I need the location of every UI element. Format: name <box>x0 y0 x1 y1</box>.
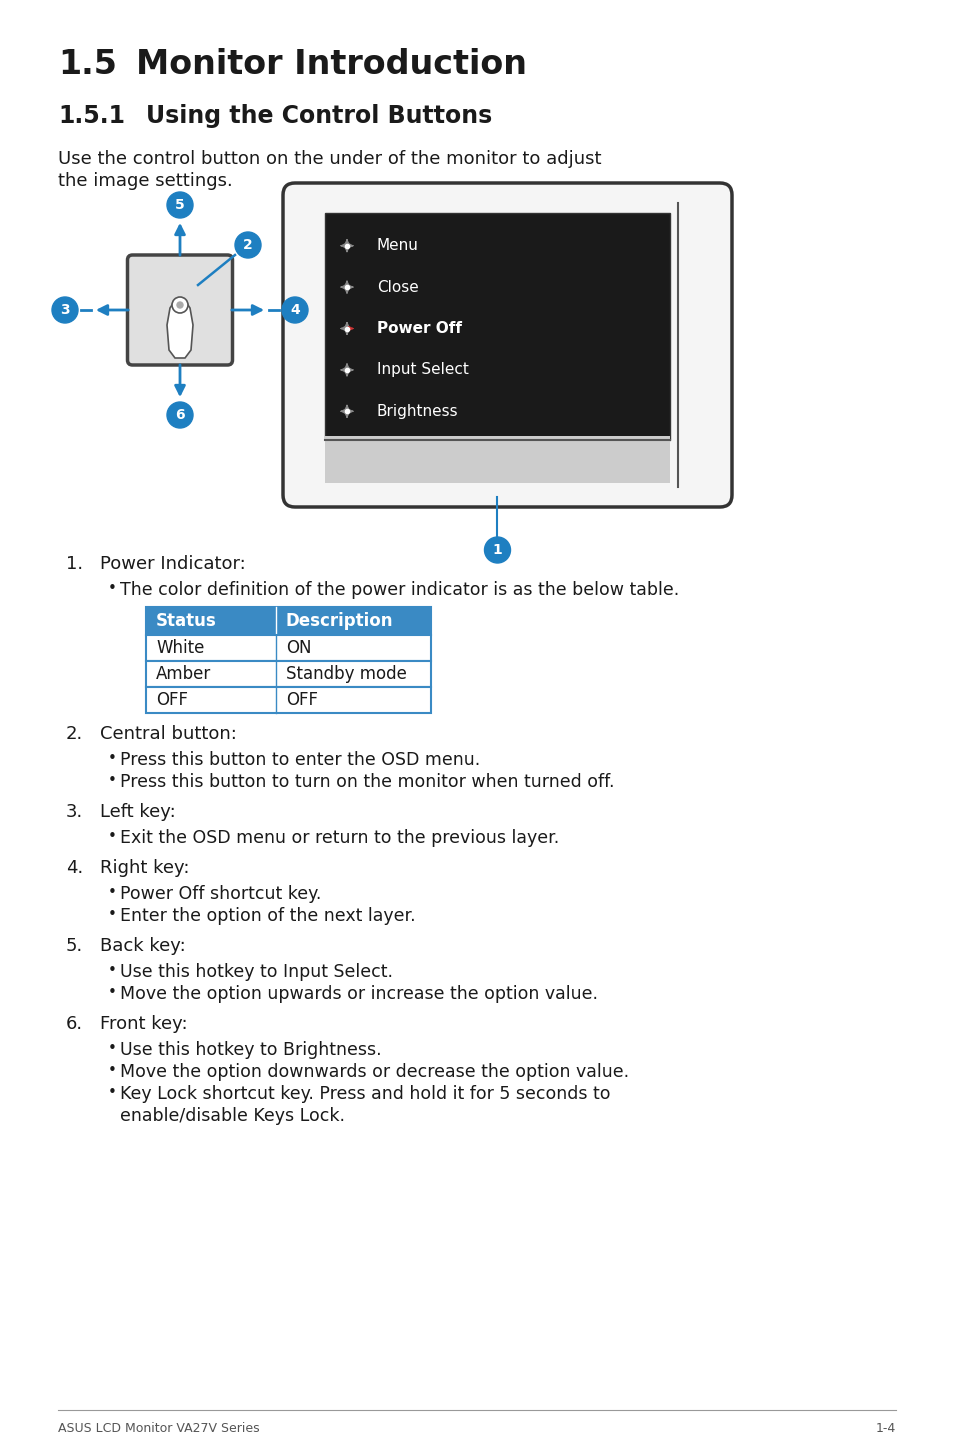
Text: Enter the option of the next layer.: Enter the option of the next layer. <box>120 907 416 925</box>
Text: OFF: OFF <box>286 692 317 709</box>
Text: 2.: 2. <box>66 725 83 743</box>
Text: Left key:: Left key: <box>100 802 175 821</box>
Text: •: • <box>108 884 117 900</box>
Text: •: • <box>108 1041 117 1055</box>
Text: 6.: 6. <box>66 1015 83 1032</box>
Text: Standby mode: Standby mode <box>286 664 406 683</box>
Text: 2: 2 <box>243 239 253 252</box>
Text: 1.: 1. <box>66 555 83 572</box>
Text: Input Select: Input Select <box>376 362 468 377</box>
Text: Monitor Introduction: Monitor Introduction <box>136 47 526 81</box>
Text: 4.: 4. <box>66 858 83 877</box>
Text: Move the option upwards or increase the option value.: Move the option upwards or increase the … <box>120 985 598 1002</box>
FancyBboxPatch shape <box>128 255 233 365</box>
Text: ASUS LCD Monitor VA27V Series: ASUS LCD Monitor VA27V Series <box>58 1422 259 1435</box>
Circle shape <box>172 298 188 313</box>
Text: White: White <box>156 638 204 657</box>
Bar <box>325 436 669 483</box>
Text: Power Off: Power Off <box>376 321 461 336</box>
Text: •: • <box>108 828 117 844</box>
Text: Use the control button on the under of the monitor to adjust: Use the control button on the under of t… <box>58 150 601 168</box>
Text: Power Off shortcut key.: Power Off shortcut key. <box>120 884 321 903</box>
Text: 3: 3 <box>60 303 70 316</box>
Text: ON: ON <box>286 638 312 657</box>
Text: Central button:: Central button: <box>100 725 236 743</box>
Text: •: • <box>108 963 117 978</box>
Text: •: • <box>108 581 117 595</box>
Bar <box>146 661 431 687</box>
Text: The color definition of the power indicator is as the below table.: The color definition of the power indica… <box>120 581 679 600</box>
Text: enable/disable Keys Lock.: enable/disable Keys Lock. <box>120 1107 345 1125</box>
Circle shape <box>52 298 78 324</box>
Text: Key Lock shortcut key. Press and hold it for 5 seconds to: Key Lock shortcut key. Press and hold it… <box>120 1086 610 1103</box>
Text: 1.5.1: 1.5.1 <box>58 104 125 128</box>
Text: Amber: Amber <box>156 664 211 683</box>
Text: Press this button to turn on the monitor when turned off.: Press this button to turn on the monitor… <box>120 774 614 791</box>
Text: Menu: Menu <box>376 239 418 253</box>
Bar <box>146 607 431 636</box>
Circle shape <box>234 232 261 257</box>
Text: 5.: 5. <box>66 938 83 955</box>
Text: Power Indicator:: Power Indicator: <box>100 555 246 572</box>
Polygon shape <box>167 302 193 358</box>
Text: •: • <box>108 1086 117 1100</box>
Text: 1: 1 <box>492 544 502 557</box>
Text: Description: Description <box>286 613 393 630</box>
Text: Press this button to enter the OSD menu.: Press this button to enter the OSD menu. <box>120 751 479 769</box>
Text: Exit the OSD menu or return to the previous layer.: Exit the OSD menu or return to the previ… <box>120 828 558 847</box>
Circle shape <box>484 536 510 564</box>
Text: 4: 4 <box>290 303 299 316</box>
Text: Move the option downwards or decrease the option value.: Move the option downwards or decrease th… <box>120 1063 628 1081</box>
Text: Close: Close <box>376 279 418 295</box>
FancyBboxPatch shape <box>283 183 731 508</box>
Text: •: • <box>108 907 117 922</box>
Text: Front key:: Front key: <box>100 1015 188 1032</box>
Bar <box>146 636 431 661</box>
Text: 1-4: 1-4 <box>875 1422 895 1435</box>
Text: Using the Control Buttons: Using the Control Buttons <box>146 104 492 128</box>
Text: •: • <box>108 751 117 766</box>
Text: 3.: 3. <box>66 802 83 821</box>
Circle shape <box>177 302 183 308</box>
Circle shape <box>167 193 193 219</box>
Text: Use this hotkey to Input Select.: Use this hotkey to Input Select. <box>120 963 393 981</box>
Circle shape <box>282 298 308 324</box>
Text: the image settings.: the image settings. <box>58 173 233 190</box>
Bar <box>325 213 669 440</box>
Text: •: • <box>108 774 117 788</box>
Text: •: • <box>108 985 117 999</box>
Text: Brightness: Brightness <box>376 404 458 418</box>
Text: Right key:: Right key: <box>100 858 190 877</box>
Text: 5: 5 <box>175 198 185 211</box>
Text: 6: 6 <box>175 408 185 421</box>
Bar <box>146 687 431 713</box>
Text: OFF: OFF <box>156 692 188 709</box>
Text: Back key:: Back key: <box>100 938 186 955</box>
Text: Status: Status <box>156 613 216 630</box>
Text: Use this hotkey to Brightness.: Use this hotkey to Brightness. <box>120 1041 381 1058</box>
Text: 1.5: 1.5 <box>58 47 117 81</box>
Circle shape <box>167 403 193 429</box>
Text: •: • <box>108 1063 117 1078</box>
